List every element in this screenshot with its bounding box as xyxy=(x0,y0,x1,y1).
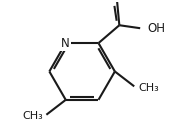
Text: OH: OH xyxy=(147,22,165,35)
Text: N: N xyxy=(61,37,70,50)
Text: CH₃: CH₃ xyxy=(22,111,43,121)
Text: O: O xyxy=(113,0,122,1)
Text: CH₃: CH₃ xyxy=(138,83,159,93)
